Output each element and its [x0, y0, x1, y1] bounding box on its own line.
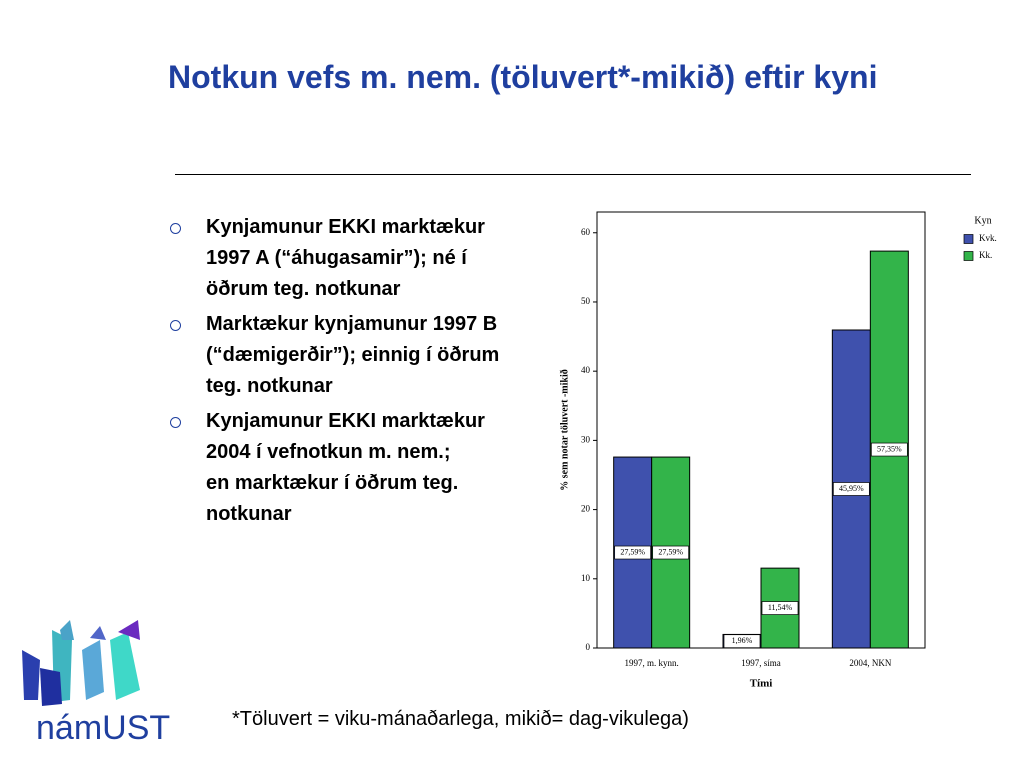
data-label-box — [652, 545, 690, 560]
data-label-box — [832, 482, 870, 496]
legend-label: Kk. — [979, 250, 992, 260]
y-tick-label: 0 — [586, 642, 591, 652]
y-tick-label: 10 — [581, 573, 591, 583]
bullet-list: Kynjamunur EKKI marktækur 1997 A (“áhuga… — [168, 212, 518, 534]
bullet: Kynjamunur EKKI marktækur 1997 A (“áhuga… — [168, 212, 518, 305]
data-label: 57,35% — [877, 444, 902, 453]
x-axis-label: Tími — [750, 678, 773, 690]
data-label: 45,95% — [839, 484, 864, 493]
slide-title: Notkun vefs m. nem. (töluvert*-mikið) ef… — [168, 59, 878, 95]
data-label: 27,59% — [620, 547, 645, 556]
data-label-box — [723, 634, 761, 649]
logo-text: námUST — [36, 709, 170, 747]
logo: námUST — [22, 620, 170, 747]
legend-label: Kvk. — [979, 233, 997, 243]
x-tick-label: 2004, NKN — [849, 658, 891, 668]
data-label: 27,59% — [658, 547, 683, 556]
data-label-box — [614, 545, 652, 560]
divider — [175, 174, 971, 175]
y-tick-label: 20 — [581, 504, 591, 514]
y-tick-label: 30 — [581, 434, 591, 444]
x-tick-label: 1997, m. kynn. — [625, 658, 679, 668]
legend-swatch — [963, 234, 974, 244]
data-label-box — [761, 601, 799, 615]
y-tick-label: 50 — [581, 296, 591, 306]
data-label: 1,96% — [732, 636, 753, 645]
data-label-box — [870, 442, 908, 457]
data-label: 11,54% — [768, 603, 793, 612]
y-tick-label: 60 — [581, 227, 591, 237]
y-axis-label: % sem notar töluvert -mikið — [559, 369, 570, 490]
legend-swatch — [963, 251, 974, 261]
footnote: *Töluvert = viku-mánaðarlega, mikið= dag… — [232, 708, 689, 730]
bullet: Marktækur kynjamunur 1997 B (“dæmigerðir… — [168, 309, 518, 402]
bullet: Kynjamunur EKKI marktækur 2004 í vefnotk… — [168, 406, 518, 530]
y-tick-label: 40 — [581, 365, 591, 375]
x-tick-label: 1997, síma — [741, 658, 781, 668]
legend-title: Kyn — [974, 215, 991, 226]
